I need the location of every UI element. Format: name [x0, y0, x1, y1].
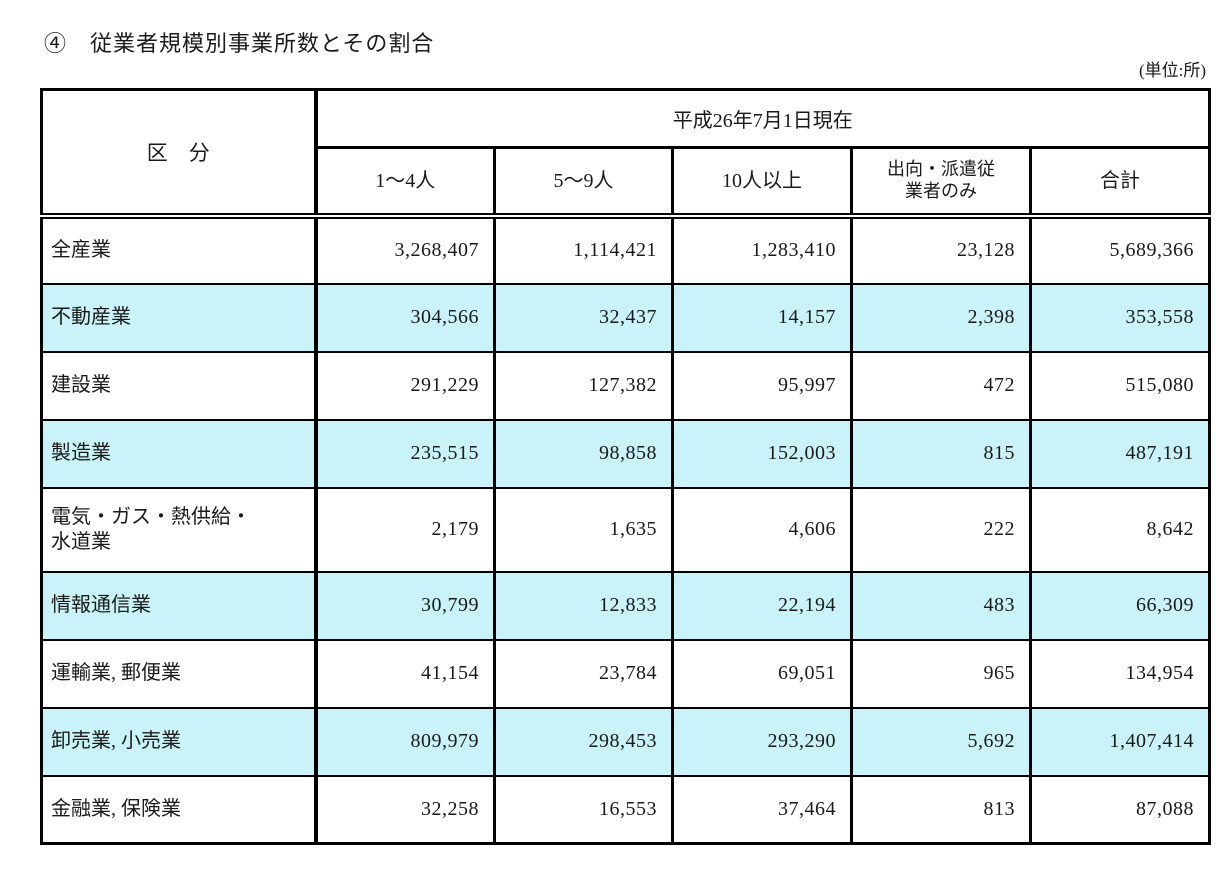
cell-value: 304,566	[314, 282, 496, 353]
cell-value: 1,407,414	[1028, 706, 1212, 777]
cell-value: 37,464	[671, 774, 853, 845]
header-row-columns: 1〜4人 5〜9人 10人以上 出向・派遣従 業者のみ 合計	[42, 146, 1212, 219]
cell-value: 98,858	[493, 418, 674, 489]
cell-value: 298,453	[493, 706, 674, 777]
cell-value: 16,553	[493, 774, 674, 845]
period-header: 平成26年7月1日現在	[314, 88, 1211, 149]
row-label: 電気・ガス・熱供給・ 水道業	[40, 486, 318, 573]
cell-value: 14,157	[671, 282, 853, 353]
row-label: 製造業	[40, 418, 318, 489]
row-label: 運輸業, 郵便業	[40, 638, 318, 709]
row-label: 情報通信業	[40, 570, 318, 641]
cell-value: 22,194	[671, 570, 853, 641]
establishments-by-size-table: 区 分 平成26年7月1日現在 1〜4人 5〜9人 10人以上 出向・派遣従 業…	[40, 88, 1212, 845]
table-row-construction: 建設業 291,229 127,382 95,997 472 515,080	[40, 350, 1212, 421]
cell-value: 515,080	[1028, 350, 1212, 421]
cell-value: 12,833	[493, 570, 674, 641]
cell-value: 23,784	[493, 638, 674, 709]
cell-value: 813	[850, 774, 1032, 845]
cell-value: 5,692	[850, 706, 1032, 777]
column-header-5-9: 5〜9人	[493, 146, 674, 219]
row-label: 建設業	[40, 350, 318, 421]
column-header-dispatch-only: 出向・派遣従 業者のみ	[850, 146, 1032, 219]
cell-value: 235,515	[314, 418, 496, 489]
cell-value: 87,088	[1028, 774, 1212, 845]
table-row-all-industries: 全産業 3,268,407 1,114,421 1,283,410 23,128…	[40, 214, 1212, 285]
cell-value: 291,229	[314, 350, 496, 421]
cell-value: 472	[850, 350, 1032, 421]
table-row-finance-insurance: 金融業, 保険業 32,258 16,553 37,464 813 87,088	[40, 774, 1212, 845]
corner-header: 区 分	[40, 88, 318, 219]
cell-value: 8,642	[1028, 486, 1212, 573]
cell-value: 134,954	[1028, 638, 1212, 709]
cell-value: 1,635	[493, 486, 674, 573]
column-header-total: 合計	[1028, 146, 1212, 219]
cell-value: 95,997	[671, 350, 853, 421]
row-label: 不動産業	[40, 282, 318, 353]
cell-value: 2,398	[850, 282, 1032, 353]
cell-value: 4,606	[671, 486, 853, 573]
cell-value: 487,191	[1028, 418, 1212, 489]
cell-value: 23,128	[850, 214, 1032, 285]
column-header-10plus: 10人以上	[671, 146, 853, 219]
cell-value: 32,258	[314, 774, 496, 845]
cell-value: 69,051	[671, 638, 853, 709]
cell-value: 41,154	[314, 638, 496, 709]
row-label: 金融業, 保険業	[40, 774, 318, 845]
cell-value: 66,309	[1028, 570, 1212, 641]
cell-value: 32,437	[493, 282, 674, 353]
cell-value: 2,179	[314, 486, 496, 573]
table-row-information: 情報通信業 30,799 12,833 22,194 483 66,309	[40, 570, 1212, 641]
table-row-real-estate: 不動産業 304,566 32,437 14,157 2,398 353,558	[40, 282, 1212, 353]
cell-value: 809,979	[314, 706, 496, 777]
cell-value: 3,268,407	[314, 214, 496, 285]
table-row-utilities: 電気・ガス・熱供給・ 水道業 2,179 1,635 4,606 222 8,6…	[40, 486, 1212, 573]
cell-value: 1,114,421	[493, 214, 674, 285]
cell-value: 127,382	[493, 350, 674, 421]
cell-value: 483	[850, 570, 1032, 641]
cell-value: 293,290	[671, 706, 853, 777]
row-label: 全産業	[40, 214, 318, 285]
table-row-manufacturing: 製造業 235,515 98,858 152,003 815 487,191	[40, 418, 1212, 489]
cell-value: 965	[850, 638, 1032, 709]
cell-value: 152,003	[671, 418, 853, 489]
cell-value: 353,558	[1028, 282, 1212, 353]
column-header-1-4: 1〜4人	[314, 146, 496, 219]
cell-value: 5,689,366	[1028, 214, 1212, 285]
cell-value: 1,283,410	[671, 214, 853, 285]
cell-value: 222	[850, 486, 1032, 573]
table-row-wholesale-retail: 卸売業, 小売業 809,979 298,453 293,290 5,692 1…	[40, 706, 1212, 777]
table-row-transport-postal: 運輸業, 郵便業 41,154 23,784 69,051 965 134,95…	[40, 638, 1212, 709]
header-row-period: 区 分 平成26年7月1日現在	[40, 88, 1211, 219]
unit-note: (単位:所)	[1138, 61, 1206, 80]
row-label: 卸売業, 小売業	[40, 706, 318, 777]
page-title: ④ 従業者規模別事業所数とその割合	[44, 31, 435, 56]
cell-value: 30,799	[314, 570, 496, 641]
cell-value: 815	[850, 418, 1032, 489]
